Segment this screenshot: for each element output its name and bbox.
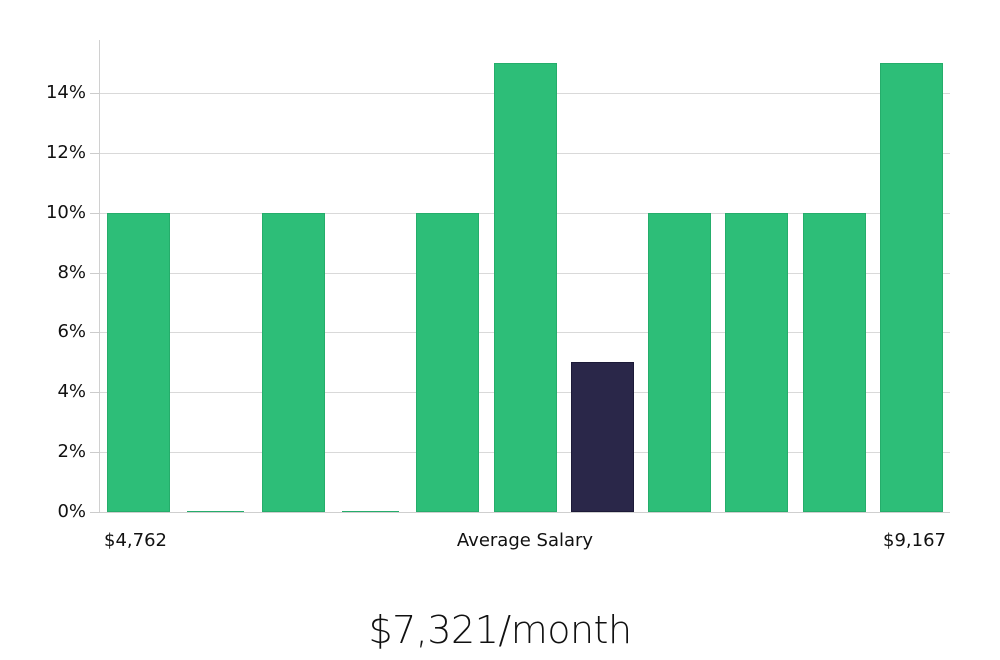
histogram-bar [725,213,788,512]
histogram-bar [342,511,399,512]
y-tick-mark [90,273,100,274]
y-tick-label: 0% [57,501,86,522]
salary-histogram: 0% 2% 4% 6% 8% 10% 12% 14% $4,762 Average Salar… [45,40,950,551]
y-tick-label: 10% [45,202,86,223]
x-axis-max-label: $9,167 [883,530,946,551]
histogram-bar [648,213,711,512]
x-axis-title: Average Salary [456,530,594,551]
y-tick-label: 4% [57,381,86,402]
y-tick-mark [90,213,100,214]
y-tick-label: 12% [45,142,86,163]
x-axis-min-label: $4,762 [104,530,167,551]
y-tick-label: 6% [57,321,86,342]
histogram-bar [880,63,943,512]
y-tick-mark [90,452,100,453]
y-tick-label: 2% [57,441,86,462]
histogram-bar [416,213,479,512]
y-tick-mark [90,93,100,94]
histogram-bar [107,213,170,512]
histogram-bar [803,213,866,512]
y-tick-label: 14% [45,82,86,103]
y-tick-mark [90,153,100,154]
highlighted-bar [571,362,634,512]
x-axis-line [100,512,950,513]
average-salary-headline: $7,321/month [368,608,632,652]
histogram-bar [262,213,325,512]
y-tick-mark [90,512,100,513]
histogram-bar [187,511,244,512]
y-tick-mark [90,332,100,333]
y-tick-mark [90,392,100,393]
y-tick-label: 8% [57,262,86,283]
y-axis-line [99,40,100,513]
histogram-bar [494,63,557,512]
